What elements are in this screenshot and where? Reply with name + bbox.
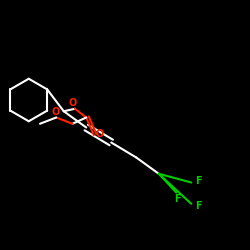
Text: F: F: [174, 194, 181, 204]
Text: F: F: [196, 176, 202, 186]
Text: F: F: [196, 201, 202, 211]
Text: O: O: [95, 129, 104, 139]
Text: O: O: [52, 107, 60, 117]
Text: O: O: [68, 98, 76, 108]
